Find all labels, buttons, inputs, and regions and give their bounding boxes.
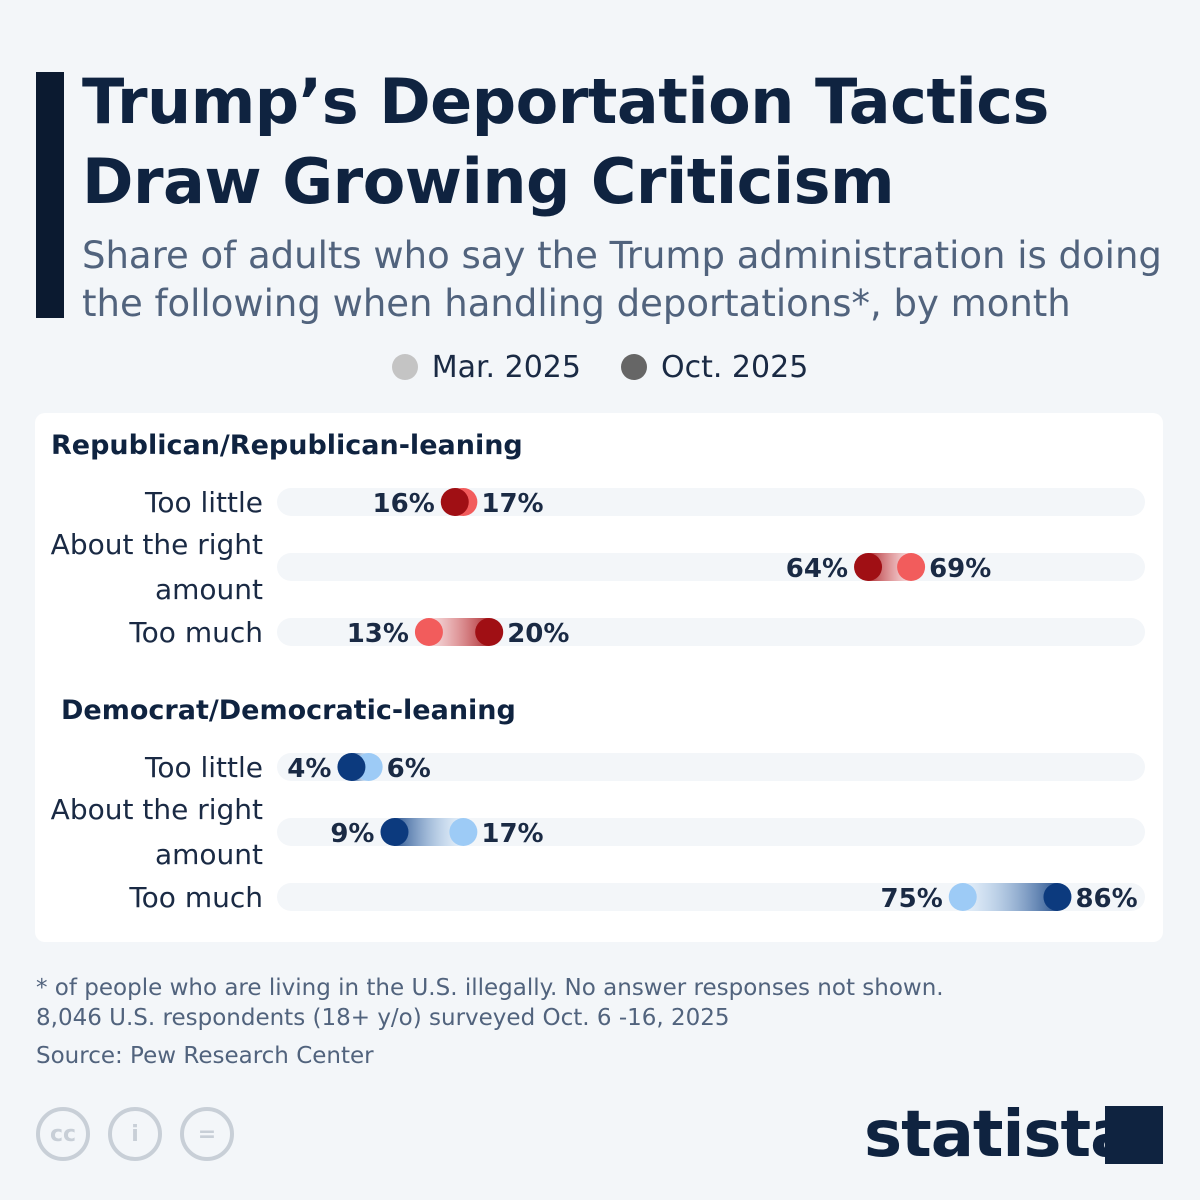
dot-mar-2025 bbox=[449, 818, 478, 846]
legend-item-mar: Mar. 2025 bbox=[391, 350, 581, 385]
statista-logo[interactable]: statista bbox=[864, 1098, 1133, 1172]
row-label: Too little bbox=[144, 751, 263, 784]
dot-oct-2025 bbox=[440, 488, 469, 516]
legend-item-oct: Oct. 2025 bbox=[620, 350, 808, 385]
value-label: 69% bbox=[929, 554, 991, 584]
source: Source: Pew Research Center bbox=[36, 1043, 374, 1069]
row-label: Too much bbox=[128, 616, 263, 649]
dot-mar-2025 bbox=[897, 553, 926, 581]
cc-license-icon[interactable]: cc bbox=[36, 1107, 90, 1161]
row-label: Too much bbox=[128, 881, 263, 914]
row-label: amount bbox=[155, 838, 263, 871]
row-track bbox=[277, 488, 1145, 516]
dot-oct-2025 bbox=[854, 553, 883, 581]
value-label: 9% bbox=[330, 819, 374, 849]
row-track bbox=[277, 753, 1145, 781]
no-derivatives-icon[interactable]: = bbox=[180, 1107, 234, 1161]
chart-subtitle: Share of adults who say the Trump admini… bbox=[82, 234, 1162, 325]
group-heading: Democrat/Democratic-leaning bbox=[61, 695, 516, 726]
footnote: * of people who are living in the U.S. i… bbox=[36, 975, 944, 1031]
value-label: 17% bbox=[481, 489, 543, 519]
row-track bbox=[277, 553, 1145, 581]
row-label: About the right bbox=[51, 793, 263, 826]
group-heading: Republican/Republican-leaning bbox=[51, 430, 523, 461]
chart-title: Trump’s Deportation Tactics Draw Growing … bbox=[82, 65, 1049, 218]
row-label: About the right bbox=[51, 528, 263, 561]
statista-logo-mark bbox=[1105, 1106, 1163, 1164]
value-label: 17% bbox=[481, 819, 543, 849]
dumbbell-connector bbox=[962, 883, 1058, 911]
dot-mar-2025 bbox=[948, 883, 977, 911]
value-label: 13% bbox=[347, 619, 409, 649]
dot-oct-2025 bbox=[475, 618, 504, 646]
attribution-icon[interactable]: i bbox=[108, 1107, 162, 1161]
value-label: 86% bbox=[1075, 884, 1137, 914]
dot-mar-2025 bbox=[414, 618, 443, 646]
value-label: 6% bbox=[387, 754, 431, 784]
value-label: 4% bbox=[287, 754, 331, 784]
value-label: 75% bbox=[881, 884, 943, 914]
row-track bbox=[277, 883, 1145, 911]
value-label: 16% bbox=[373, 489, 435, 519]
dot-oct-2025 bbox=[337, 753, 366, 781]
dot-oct-2025 bbox=[1043, 883, 1072, 911]
title-accent-bar bbox=[36, 72, 64, 318]
row-label: Too little bbox=[144, 486, 263, 519]
value-label: 20% bbox=[507, 619, 569, 649]
value-label: 64% bbox=[786, 554, 848, 584]
row-track bbox=[277, 818, 1145, 846]
dot-oct-2025 bbox=[380, 818, 409, 846]
row-label: amount bbox=[155, 573, 263, 606]
legend: Mar. 2025 Oct. 2025 bbox=[0, 350, 1200, 385]
